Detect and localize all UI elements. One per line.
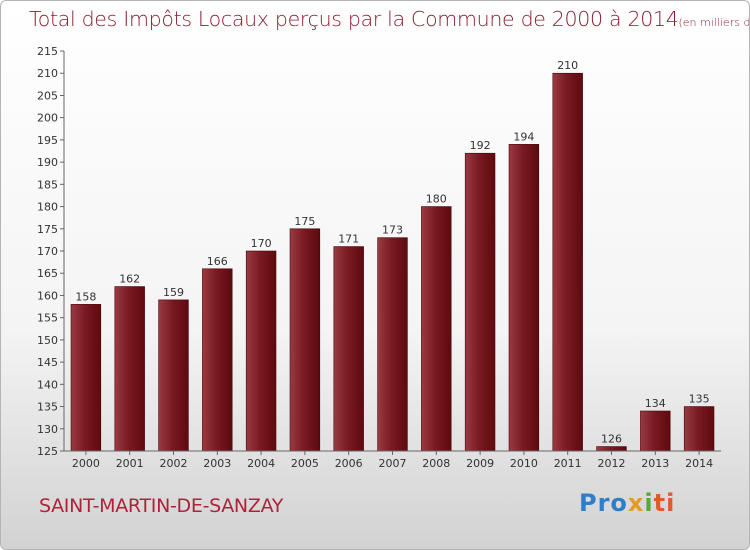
y-tick-label: 165 <box>37 267 58 280</box>
y-tick-label: 155 <box>37 312 58 325</box>
bar-value-label: 134 <box>645 397 666 410</box>
x-tick-label: 2006 <box>335 457 363 470</box>
bar <box>202 268 233 452</box>
proxiti-logo: Proxiti <box>579 489 675 517</box>
y-tick-label: 185 <box>37 178 58 191</box>
bars: 158 162 159 166 170 175 171 173 180 192 194 210 126 1… <box>70 59 715 452</box>
y-tick-label: 130 <box>37 423 58 436</box>
bar-value-label: 166 <box>207 255 228 268</box>
x-tick-label: 2008 <box>422 457 450 470</box>
bar <box>683 406 715 452</box>
bar-value-label: 126 <box>601 433 622 446</box>
x-tick-label: 2009 <box>466 457 494 470</box>
x-tick-label: 2010 <box>510 457 538 470</box>
bar-value-label: 175 <box>294 215 315 228</box>
y-tick-label: 140 <box>37 378 58 391</box>
y-tick-label: 135 <box>37 401 58 414</box>
bar <box>421 206 452 452</box>
y-tick-label: 180 <box>37 201 58 214</box>
x-tick-label: 2005 <box>291 457 319 470</box>
y-tick-label: 205 <box>37 89 58 102</box>
bar <box>552 72 583 452</box>
x-tick-label: 2004 <box>247 457 275 470</box>
x-tick-label: 2007 <box>379 457 407 470</box>
y-tick-label: 125 <box>37 445 58 458</box>
x-axis: 2000 2001 2002 2003 2004 2005 2006 2007 2008 2009… <box>64 450 721 470</box>
x-tick-label: 2011 <box>554 457 582 470</box>
commune-name: SAINT-MARTIN-DE-SANZAY <box>39 495 284 517</box>
bar-value-label: 210 <box>557 59 578 72</box>
logo-part-2: x <box>627 489 645 517</box>
bar <box>245 250 277 452</box>
y-tick-label: 190 <box>37 156 58 169</box>
bar-value-label: 173 <box>382 224 403 237</box>
chart-title-unit: (en milliers d'€) <box>678 16 750 29</box>
bar <box>596 446 627 452</box>
bar-value-label: 158 <box>75 290 96 303</box>
logo-part-3: i <box>644 489 654 517</box>
y-axis: 125 130 135 140 145 150 155 160 165 170 175 180 185 1… <box>37 45 65 458</box>
x-tick-label: 2012 <box>598 457 626 470</box>
bar <box>289 228 321 452</box>
bar <box>333 246 364 452</box>
y-tick-label: 160 <box>37 289 58 302</box>
x-tick-label: 2001 <box>116 457 144 470</box>
bar <box>464 152 496 452</box>
y-tick-label: 215 <box>37 45 58 58</box>
bar-value-label: 170 <box>251 237 272 250</box>
bar-value-label: 194 <box>513 130 534 143</box>
bar <box>158 299 189 452</box>
bar <box>114 286 145 452</box>
bar <box>70 304 102 452</box>
y-tick-label: 200 <box>37 112 58 125</box>
logo-part-4: ti <box>653 489 676 517</box>
x-tick-label: 2003 <box>203 457 231 470</box>
bar-value-label: 171 <box>338 233 359 246</box>
y-tick-label: 170 <box>37 245 58 258</box>
bar-value-label: 162 <box>119 273 140 286</box>
bar-value-label: 192 <box>470 139 491 152</box>
x-tick-label: 2013 <box>641 457 669 470</box>
bar <box>640 410 671 452</box>
bar <box>377 237 408 452</box>
chart-title-text: Total des Impôts Locaux perçus par la Co… <box>29 7 679 31</box>
bar-value-label: 135 <box>689 393 710 406</box>
x-tick-label: 2000 <box>72 457 100 470</box>
y-tick-label: 175 <box>37 223 58 236</box>
y-tick-label: 150 <box>37 334 58 347</box>
chart-title: Total des Impôts Locaux perçus par la Co… <box>29 7 750 31</box>
bar-value-label: 180 <box>426 193 447 206</box>
x-tick-label: 2002 <box>160 457 188 470</box>
x-tick-label: 2014 <box>685 457 713 470</box>
bar-value-label: 159 <box>163 286 184 299</box>
logo-part-1: Pro <box>579 489 628 517</box>
y-tick-label: 195 <box>37 134 58 147</box>
y-tick-label: 210 <box>37 67 58 80</box>
bar <box>508 144 540 452</box>
y-tick-label: 145 <box>37 356 58 369</box>
